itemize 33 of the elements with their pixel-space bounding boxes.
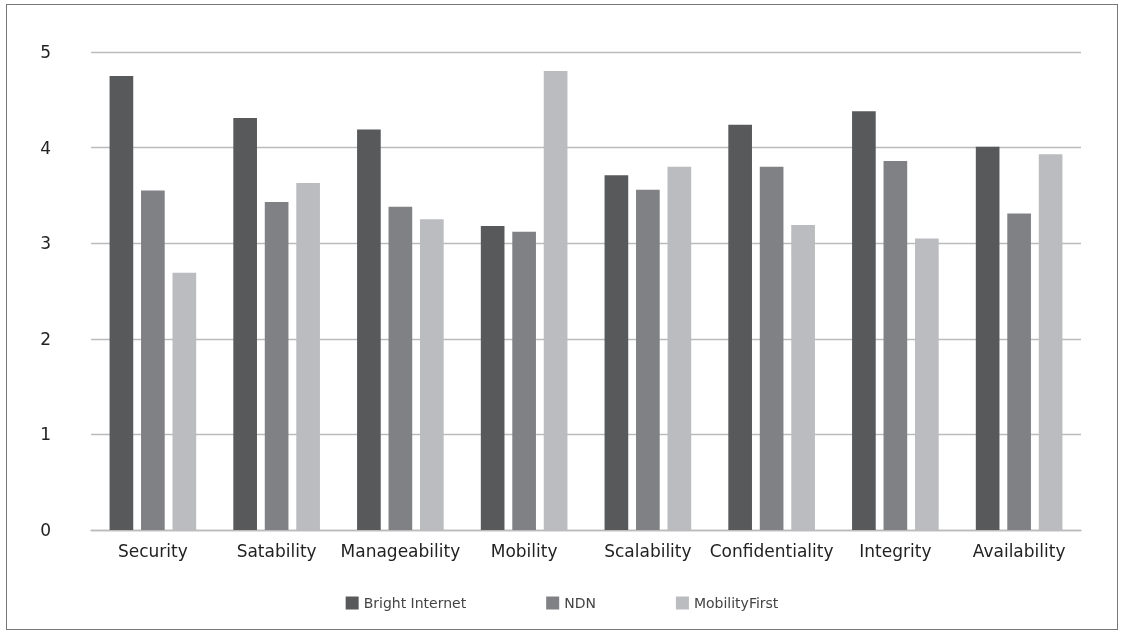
bar	[264, 202, 289, 530]
y-tick-label: 5	[40, 42, 51, 62]
bar	[728, 124, 752, 530]
bar	[141, 190, 165, 530]
bar	[975, 146, 1000, 530]
legend-label: MobilityFirst	[693, 595, 779, 611]
bar	[357, 129, 381, 530]
bar	[883, 160, 908, 530]
x-tick-label: Integrity	[859, 540, 932, 561]
y-tick-label: 0	[40, 520, 51, 540]
bar	[109, 75, 134, 530]
bar	[480, 225, 505, 530]
x-tick-label: Mobility	[490, 540, 558, 561]
x-tick-label: Availability	[972, 540, 1066, 561]
bar	[852, 111, 876, 530]
y-tick-label: 3	[40, 233, 51, 254]
bar	[604, 175, 629, 530]
bar	[388, 206, 413, 530]
legend-label: NDN	[564, 595, 596, 611]
y-tick-label: 4	[40, 137, 51, 158]
x-tick-label: Security	[117, 540, 188, 561]
bar	[759, 166, 784, 530]
bar	[1007, 213, 1031, 530]
legend-label: Bright Internet	[363, 595, 467, 611]
x-tick-label: Satability	[236, 540, 317, 561]
x-tick-label: Scalability	[604, 540, 692, 561]
x-tick-label: Confidentiality	[709, 540, 834, 561]
bar	[636, 189, 660, 530]
y-tick-label: 1	[40, 424, 51, 445]
bar	[233, 117, 257, 530]
y-tick-label: 2	[40, 328, 51, 349]
x-tick-label: Manageability	[340, 540, 461, 561]
bar	[512, 231, 536, 530]
